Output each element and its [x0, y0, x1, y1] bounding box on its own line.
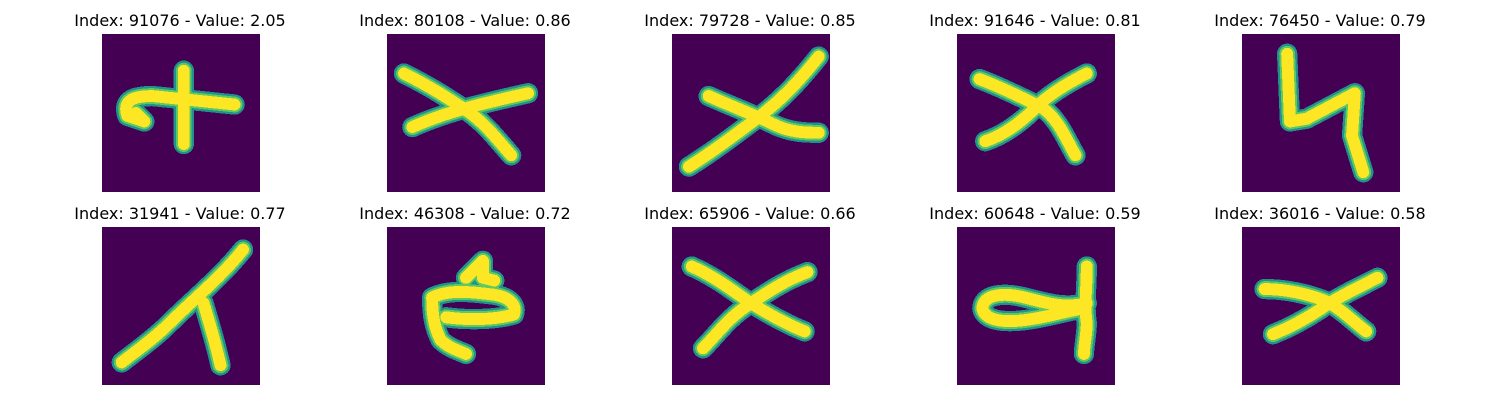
tile-6: Index: 31941 - Value: 0.77 — [60, 205, 300, 385]
tile-image — [387, 227, 545, 385]
tile-image — [102, 34, 260, 192]
tile-title: Index: 80108 - Value: 0.86 — [359, 11, 571, 30]
tile-title: Index: 60648 - Value: 0.59 — [929, 204, 1141, 223]
tile-image — [1242, 227, 1400, 385]
tile-image — [387, 34, 545, 192]
tile-image — [957, 34, 1115, 192]
tile-1: Index: 91076 - Value: 2.05 — [60, 12, 300, 192]
tile-image — [957, 227, 1115, 385]
tile-4: Index: 91646 - Value: 0.81 — [915, 12, 1155, 192]
tile-title: Index: 46308 - Value: 0.72 — [359, 204, 571, 223]
tile-8: Index: 65906 - Value: 0.66 — [630, 205, 870, 385]
tile-title: Index: 91076 - Value: 2.05 — [74, 11, 286, 30]
tile-title: Index: 65906 - Value: 0.66 — [644, 204, 856, 223]
tile-3: Index: 79728 - Value: 0.85 — [630, 12, 870, 192]
tile-5: Index: 76450 - Value: 0.79 — [1200, 12, 1440, 192]
tile-title: Index: 36016 - Value: 0.58 — [1214, 204, 1426, 223]
tile-image — [672, 34, 830, 192]
tile-image — [102, 227, 260, 385]
tile-title: Index: 31941 - Value: 0.77 — [74, 204, 286, 223]
tile-10: Index: 36016 - Value: 0.58 — [1200, 205, 1440, 385]
tile-title: Index: 76450 - Value: 0.79 — [1214, 11, 1426, 30]
tile-7: Index: 46308 - Value: 0.72 — [345, 205, 585, 385]
tile-image — [672, 227, 830, 385]
tile-image — [1242, 34, 1400, 192]
tile-2: Index: 80108 - Value: 0.86 — [345, 12, 585, 192]
tile-title: Index: 79728 - Value: 0.85 — [644, 11, 856, 30]
tile-title: Index: 91646 - Value: 0.81 — [929, 11, 1141, 30]
tile-9: Index: 60648 - Value: 0.59 — [915, 205, 1155, 385]
